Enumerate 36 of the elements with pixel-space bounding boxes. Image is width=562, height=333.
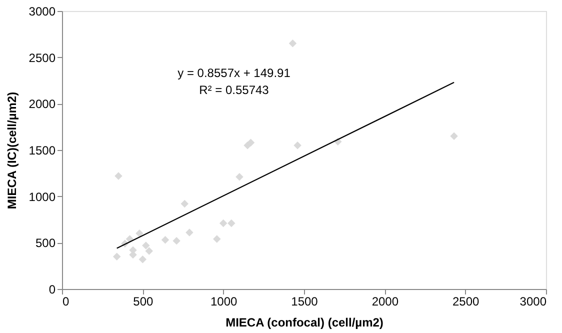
point xyxy=(228,219,236,228)
point xyxy=(450,132,458,140)
point xyxy=(145,247,153,255)
y-tick-label: 2000 xyxy=(28,97,56,112)
x-axis-title: MIECA (confocal) (cell/µm2) xyxy=(226,316,384,330)
y-axis-title: MIECA (IC)(cell/µm2) xyxy=(4,92,19,210)
x-tick-label: 2000 xyxy=(372,294,399,308)
y-tick-label: 1000 xyxy=(28,190,56,204)
point xyxy=(219,219,228,228)
y-tick-label: 0 xyxy=(48,282,56,296)
y-tick-label: 2500 xyxy=(28,50,56,65)
y-tick-label: 500 xyxy=(35,236,56,250)
y-tick-label: 3000 xyxy=(28,4,56,18)
point xyxy=(138,255,147,264)
annotation: R² = 0.55743 xyxy=(199,83,270,97)
point xyxy=(213,235,221,243)
x-tick-label: 3000 xyxy=(520,294,547,308)
point xyxy=(172,236,180,245)
x-tick-label: 1000 xyxy=(210,294,238,308)
point xyxy=(112,252,121,260)
point xyxy=(236,173,244,181)
point xyxy=(136,230,144,238)
point xyxy=(114,172,122,180)
point xyxy=(186,228,194,236)
x-tick-label: 2500 xyxy=(452,294,480,308)
point xyxy=(294,141,302,150)
point xyxy=(142,242,150,250)
x-tick-label: 500 xyxy=(133,294,154,308)
annotation: y = 0.8557x + 149.91 xyxy=(178,66,291,80)
point xyxy=(246,138,255,146)
x-tick-label: 1500 xyxy=(291,294,318,308)
y-tick-label: 1500 xyxy=(28,144,56,158)
point xyxy=(288,40,297,48)
point xyxy=(161,236,170,244)
x-tick-label: 0 xyxy=(62,294,70,308)
point xyxy=(180,200,188,208)
